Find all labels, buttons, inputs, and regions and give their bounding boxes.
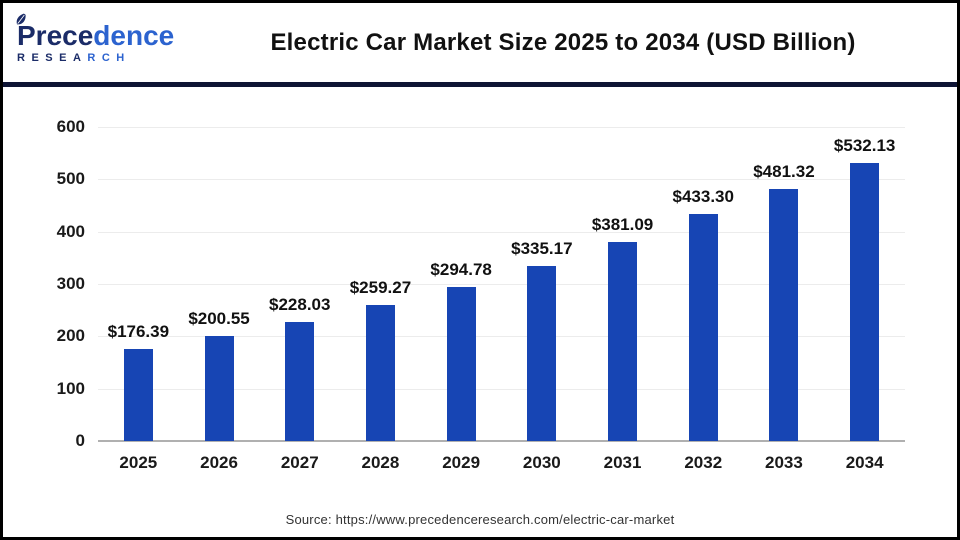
gridline-400 — [98, 231, 905, 233]
bar-value-label: $335.17 — [511, 238, 573, 258]
y-tick-label: 100 — [56, 378, 85, 398]
bar-value-label: $433.30 — [672, 187, 734, 207]
y-tick-label: 500 — [56, 169, 85, 189]
bar-2028 — [365, 305, 395, 441]
bar-2034 — [850, 162, 880, 441]
footer: Source: https://www.precedenceresearch.c… — [3, 511, 957, 529]
gridline-600 — [98, 127, 905, 128]
header: Precedence RESEARCH Electric Car Market … — [3, 3, 957, 82]
title-wrap: Electric Car Market Size 2025 to 2034 (U… — [187, 29, 957, 57]
gridline-100 — [98, 388, 905, 390]
x-axis-line — [98, 440, 905, 442]
logo-word-dark: Prece — [17, 19, 94, 51]
y-tick-label: 300 — [56, 274, 85, 293]
bar-2027 — [285, 321, 315, 441]
header-divider — [3, 82, 957, 87]
bar-2025 — [123, 348, 153, 441]
bar-value-label: $259.27 — [349, 278, 412, 298]
x-tick-label: 2031 — [603, 453, 642, 472]
precedence-research-logo: Precedence RESEARCH — [16, 13, 187, 64]
bar-2026 — [204, 336, 234, 441]
x-tick-label: 2027 — [280, 453, 319, 472]
bar-value-label: $294.78 — [430, 259, 492, 279]
bar-2032 — [688, 214, 718, 441]
y-tick-label: 0 — [75, 431, 85, 450]
bar-2033 — [769, 189, 799, 441]
y-tick-label: 600 — [56, 117, 85, 136]
bar-value-label: $532.13 — [833, 135, 896, 155]
bar-value-label: $176.39 — [107, 321, 170, 341]
bar-2030 — [527, 265, 557, 441]
logo-wordmark: Precedence — [17, 19, 187, 51]
logo-subtitle: RESEARCH — [17, 51, 131, 64]
chart-title: Electric Car Market Size 2025 to 2034 (U… — [270, 28, 856, 56]
logo-word-blue: dence — [93, 19, 175, 51]
bar-value-label: $200.55 — [188, 309, 250, 329]
y-tick-label: 400 — [56, 221, 85, 241]
chart-area: 0 100 200 300 400 500 600 $176.39 2025 $200.55 202… — [3, 87, 957, 501]
source-text: Source: https://www.precedenceresearch.c… — [285, 512, 675, 527]
x-tick-label: 2034 — [845, 453, 884, 472]
bar-2031 — [608, 241, 638, 441]
x-tick-label: 2026 — [200, 453, 238, 472]
bar-value-label: $381.09 — [591, 214, 654, 234]
x-tick-label: 2033 — [765, 453, 803, 472]
x-tick-label: 2032 — [684, 453, 723, 472]
gridline-200 — [98, 336, 905, 338]
gridline-300 — [98, 284, 905, 285]
bar-value-label: $228.03 — [269, 294, 331, 314]
y-tick-label: 200 — [56, 326, 85, 346]
gridline-500 — [98, 179, 905, 181]
x-tick-label: 2029 — [442, 453, 481, 472]
leaf-icon — [15, 13, 31, 29]
x-tick-label: 2030 — [522, 453, 561, 472]
x-tick-label: 2028 — [361, 453, 400, 472]
x-tick-label: 2025 — [119, 453, 158, 472]
bar-2029 — [446, 286, 476, 441]
bar-value-label: $481.32 — [753, 162, 815, 182]
